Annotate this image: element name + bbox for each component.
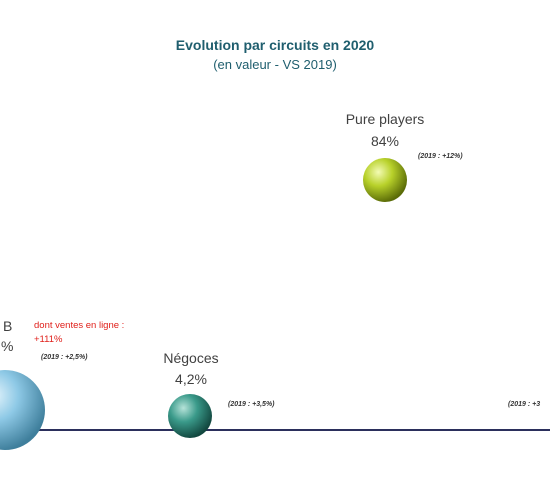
label-gsb-online-line1: dont ventes en ligne :	[34, 320, 124, 331]
label-negoces-name: Négoces	[163, 350, 218, 366]
label-negoces-value: 4,2%	[175, 371, 207, 387]
label-pure-players-name: Pure players	[346, 111, 425, 127]
chart-title: Evolution par circuits en 2020	[175, 37, 375, 53]
label-gsb-online-line2: +111%	[34, 334, 63, 345]
note-gsb-2019: (2019 : +2,5%)	[41, 354, 88, 361]
note-negoces-2019: (2019 : +3,5%)	[228, 401, 275, 408]
label-gsb-value: %	[1, 338, 13, 354]
bubble-pure-players	[363, 158, 407, 202]
label-gsb-name: B	[3, 318, 12, 334]
note-offscreen-2019: (2019 : +3	[508, 401, 540, 408]
label-pure-players-value: 84%	[371, 133, 399, 149]
note-pure-players-2019: (2019 : +12%)	[418, 153, 463, 160]
chart-subtitle: (en valeur - VS 2019)	[213, 57, 337, 72]
bubble-gsb	[0, 370, 45, 450]
bubble-negoces	[168, 394, 212, 438]
